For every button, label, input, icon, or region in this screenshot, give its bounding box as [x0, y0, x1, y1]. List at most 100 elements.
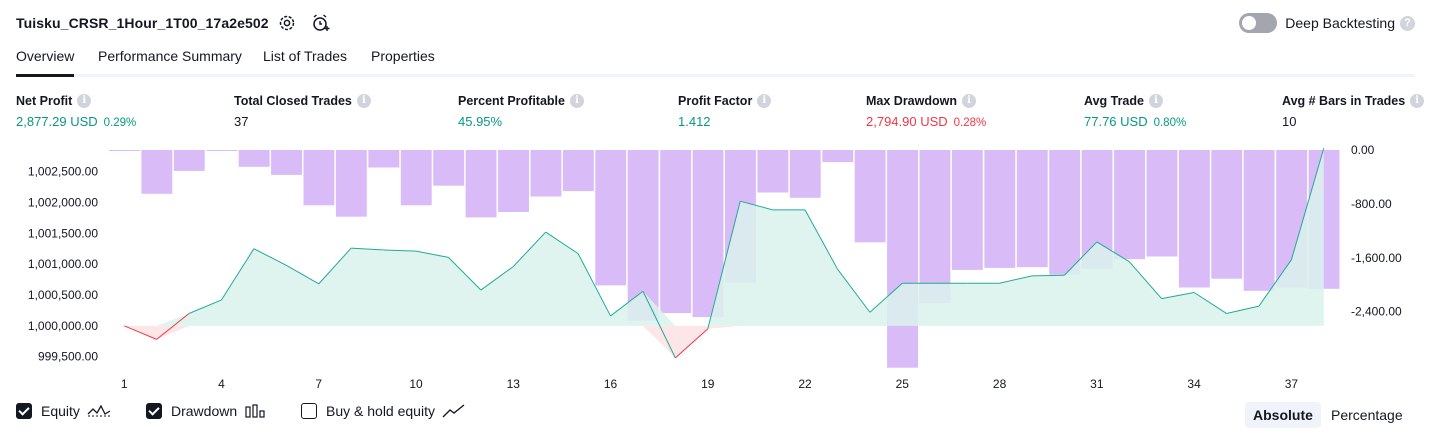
drawdown-bar	[465, 150, 497, 218]
metric-label: Avg Trade	[1084, 94, 1144, 108]
y-left-tick-label: 1,000,000.00	[28, 319, 98, 333]
equity-line-segment	[999, 275, 1033, 284]
y-right-tick-label: -1,600.00	[1351, 251, 1402, 265]
equity-line-segment	[1031, 274, 1065, 277]
equity-line-segment	[383, 249, 417, 252]
legend-drawdown[interactable]: Drawdown	[146, 403, 266, 419]
equity-line-segment	[480, 266, 514, 291]
drawdown-bar	[822, 150, 854, 163]
tab-properties[interactable]: Properties	[371, 48, 435, 64]
info-icon[interactable]: i	[757, 94, 772, 108]
settings-gear-icon[interactable]	[277, 13, 297, 33]
equity-line-segment	[221, 248, 255, 301]
strategy-title: Tuisku_CRSR_1Hour_1T00_17a2e502	[16, 15, 269, 31]
deep-backtesting-toggle[interactable]	[1239, 13, 1278, 33]
y-right-tick-label: -800.00	[1351, 197, 1392, 211]
drawdown-bar	[141, 150, 173, 194]
equity-line-segment	[577, 253, 611, 317]
buy-hold-checkbox[interactable]	[301, 403, 317, 419]
x-tick-label: 7	[315, 377, 322, 391]
metric-total-closed-trades: Total Closed Trades i 37	[234, 94, 371, 129]
equity-line-segment	[610, 290, 644, 317]
drawdown-bar	[757, 150, 789, 193]
drawdown-bar	[109, 150, 140, 151]
info-icon[interactable]: i	[1148, 94, 1163, 108]
y-right-tick-label: -2,400.00	[1351, 305, 1402, 319]
drawdown-bar	[789, 150, 821, 198]
info-icon[interactable]: i	[569, 94, 584, 108]
drawdown-bar	[271, 150, 302, 175]
equity-line-segment	[415, 250, 449, 258]
equity-line-segment	[188, 299, 222, 314]
drawdown-bar	[984, 150, 1016, 268]
drawdown-bar	[887, 150, 918, 368]
equity-area-positive	[124, 148, 1324, 326]
y-left-tick-label: 1,002,000.00	[28, 195, 98, 209]
metric-avg-bars-in-trades: Avg # Bars in Trades i 10	[1282, 94, 1425, 129]
metric-value: 77.76 USD	[1084, 114, 1148, 129]
equity-line-segment	[675, 328, 709, 359]
equity-line-segment	[1290, 148, 1325, 260]
drawdown-bar	[303, 150, 335, 206]
deep-backtesting-control: Deep Backtesting ?	[1239, 13, 1415, 33]
equity-line-segment	[642, 291, 676, 359]
equity-line-segment	[740, 200, 773, 211]
info-icon[interactable]: i	[1410, 94, 1425, 108]
drawdown-bar	[1178, 150, 1210, 288]
drawdown-bar	[1243, 150, 1275, 291]
y-left-tick-label: 1,001,000.00	[28, 257, 98, 271]
info-icon[interactable]: i	[356, 94, 371, 108]
drawdown-checkbox[interactable]	[146, 403, 162, 419]
metric-label: Max Drawdown	[866, 94, 957, 108]
metric-label: Total Closed Trades	[234, 94, 352, 108]
x-tick-label: 10	[409, 377, 423, 391]
equity-area-negative	[124, 325, 1324, 358]
info-icon[interactable]: i	[962, 94, 976, 108]
metric-value: 45.95%	[458, 114, 503, 129]
deep-backtesting-label: Deep Backtesting	[1285, 15, 1395, 31]
metric-label: Net Profit	[16, 94, 73, 108]
drawdown-bar	[951, 150, 983, 270]
metric-value: 2,794.90 USD	[866, 114, 948, 129]
absolute-view-button[interactable]: Absolute	[1245, 402, 1321, 428]
equity-line-segment	[1096, 241, 1130, 263]
metric-value: 2,877.29 USD	[16, 114, 98, 129]
equity-line-segment	[286, 264, 319, 285]
legend-label: Buy & hold equity	[326, 403, 435, 419]
metric-percent: 0.80%	[1153, 117, 1187, 129]
info-icon[interactable]: i	[77, 94, 92, 108]
y-left-tick-label: 1,001,500.00	[28, 226, 98, 240]
equity-checkbox[interactable]	[16, 403, 32, 419]
drawdown-bar	[173, 150, 205, 171]
tab-list-of-trades[interactable]: List of Trades	[263, 48, 348, 64]
equity-line-segment	[545, 231, 579, 255]
drawdown-bar	[660, 150, 692, 314]
metric-avg-trade: Avg Trade i 77.76 USD 0.80%	[1084, 94, 1186, 129]
drawdown-bar	[1049, 150, 1081, 275]
metric-label: Profit Factor	[678, 94, 753, 108]
drawdown-bar	[368, 150, 400, 168]
x-tick-label: 4	[218, 377, 225, 391]
help-question-icon[interactable]: ?	[1400, 15, 1415, 31]
metric-value: 37	[234, 114, 249, 129]
percentage-view-button[interactable]: Percentage	[1331, 407, 1403, 423]
equity-line-segment	[1193, 292, 1227, 314]
x-tick-label: 25	[896, 377, 910, 391]
drawdown-bar	[498, 150, 529, 212]
legend-equity[interactable]: Equity	[16, 403, 111, 419]
legend-buy-hold[interactable]: Buy & hold equity	[301, 403, 466, 419]
drawdown-bars-icon	[245, 404, 265, 418]
x-tick-label: 22	[798, 377, 812, 391]
tab-performance-summary[interactable]: Performance Summary	[98, 48, 242, 64]
equity-line-segment	[124, 325, 157, 340]
metric-value: 1.412	[678, 114, 711, 129]
equity-line-segment	[837, 268, 871, 313]
drawdown-bar	[1016, 150, 1048, 268]
tab-overview[interactable]: Overview	[16, 48, 75, 77]
equity-line-segment	[869, 282, 903, 313]
equity-drawdown-chart[interactable]: 1,002,500.00 1,002,000.00 1,001,500.00 1,00…	[0, 140, 1431, 395]
x-tick-label: 37	[1285, 377, 1299, 391]
x-tick-label: 34	[1187, 377, 1201, 391]
drawdown-bar	[238, 150, 270, 167]
add-alert-clock-icon[interactable]	[311, 13, 331, 33]
